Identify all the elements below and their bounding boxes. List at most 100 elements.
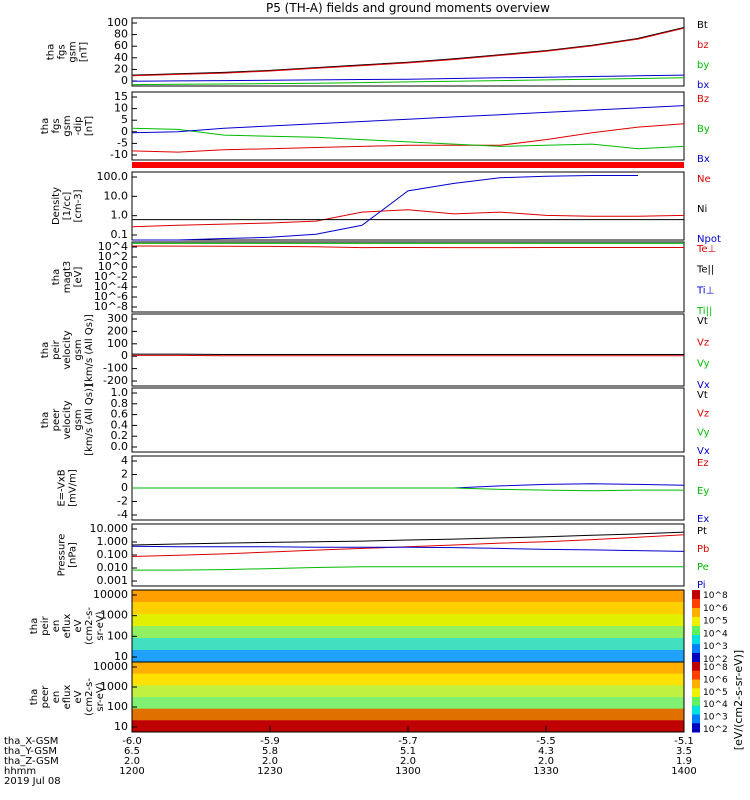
x-tick-label: -5.1 <box>674 736 694 747</box>
y-tick-label: 0 <box>121 74 128 87</box>
y-axis-label: Pressure <box>57 534 68 577</box>
colorbar-segment <box>692 705 700 715</box>
y-tick-label: 0.100 <box>97 548 129 561</box>
y-tick-label: 0 <box>121 349 128 362</box>
colorbar-tick-label: 10^3 <box>703 713 728 723</box>
y-axis-label: [nT] <box>84 116 95 136</box>
y-axis-label: gsm <box>68 41 79 62</box>
x-tick-label: -5.5 <box>536 736 556 747</box>
y-axis-label: tha <box>29 618 40 634</box>
y-tick-label: 0.001 <box>97 574 129 587</box>
y-axis-label: magt3 <box>62 261 73 294</box>
y-axis-label: en <box>51 620 62 633</box>
colorbar-segment <box>692 688 700 698</box>
y-tick-label: 10.000 <box>90 522 129 535</box>
colorbar-tick-label: 10^5 <box>703 617 728 627</box>
spectrogram-band <box>132 685 684 698</box>
legend-peir_vel-0: Vt <box>697 316 708 327</box>
colorbar-segment <box>692 626 700 636</box>
y-tick-label: 0.4 <box>111 418 129 431</box>
legend-peer_vel-0: Vt <box>697 390 708 401</box>
panel-frame <box>131 387 685 453</box>
legend-peer_vel-2: Vy <box>697 427 710 438</box>
y-tick-label: 0.010 <box>97 561 129 574</box>
x-tick-label: 5.8 <box>262 746 278 757</box>
legend-fgs_dsl-1: By <box>697 124 710 135</box>
colorbar-segment <box>692 697 700 707</box>
y-tick-label: 10^-8 <box>94 300 128 313</box>
colorbar-segment <box>692 670 700 680</box>
y-tick-label: 4 <box>121 454 128 467</box>
x-tick-label: 2.0 <box>400 756 416 767</box>
y-tick-label: 10^2 <box>98 250 128 263</box>
panel-density: 100.0 10.0 1.0 0.1 Density [1/cc] [cm-3] Ne Ni Np… <box>51 170 721 245</box>
y-tick-label: 100 <box>107 16 128 29</box>
series-temp-Te⊥ <box>131 245 684 249</box>
panel-frame <box>131 313 685 387</box>
y-axis-label: E=-VxB <box>57 469 68 506</box>
y-tick-label: 10 <box>114 650 128 663</box>
spectrogram-band <box>132 650 684 663</box>
y-tick-label: 2 <box>121 468 128 481</box>
y-axis-label: sr-eV) <box>95 611 106 640</box>
y-tick-label: -200 <box>103 374 128 387</box>
series-efield-Ex <box>132 483 685 489</box>
y-axis-label: peir <box>40 615 51 635</box>
y-tick-label: -2 <box>117 495 128 508</box>
x-tick-label: -5.9 <box>260 736 280 747</box>
y-tick-label: 0.0 <box>111 440 129 453</box>
y-axis-label: en <box>51 691 62 704</box>
y-axis-label: [cm-3] <box>73 189 84 222</box>
y-tick-label: 0.8 <box>111 397 129 410</box>
y-axis-label: velocity <box>62 330 73 369</box>
y-axis-label: fgs <box>57 44 68 59</box>
figure-title: P5 (TH-A) fields and ground moments over… <box>266 1 550 15</box>
y-axis-label: [nPa] <box>68 542 79 568</box>
colorbar-segment <box>692 714 700 724</box>
y-tick-label: -10 <box>110 148 128 161</box>
y-tick-label: 10 <box>114 102 128 115</box>
colorbar-segment <box>692 644 700 654</box>
colorbar-segment <box>692 617 700 627</box>
x-tick-label: 1230 <box>257 766 282 777</box>
y-tick-label: 1.0 <box>111 386 129 399</box>
y-tick-label: 300 <box>107 312 128 325</box>
date-label: 2019 Jul 08 <box>4 776 61 787</box>
legend-temp-0: Te⊥ <box>696 244 716 255</box>
colorbar-segment <box>692 635 700 645</box>
y-tick-label: 0 <box>121 481 128 494</box>
x-tick-label: 5.1 <box>400 746 416 757</box>
series-fgs-by <box>131 77 685 86</box>
legend-temp-2: Ti⊥ <box>696 285 714 296</box>
panel-frame <box>131 91 685 161</box>
y-axis-label: -dip <box>73 116 84 135</box>
y-axis-label: [mV/m] <box>68 469 79 507</box>
y-axis-label: [km/s (All Qs)] <box>84 314 95 386</box>
legend-fgs_dsl-2: Bx <box>697 154 710 165</box>
spectrogram-band <box>132 602 684 615</box>
legend-peir_vel-2: Vy <box>697 359 710 370</box>
y-tick-label: 0.2 <box>111 429 129 442</box>
panel-peir_flux: 10^8 10^6 10^5 10^4 10^3 10^2 10000 1000 100 10 th… <box>29 588 728 665</box>
panel-frame <box>131 241 685 313</box>
panel-frame <box>131 523 685 587</box>
colorbar-tick-label: 10^8 <box>703 663 728 673</box>
colorbar-tick-label: 10^2 <box>703 655 728 665</box>
y-tick-label: 0.1 <box>111 228 129 241</box>
series-density-Ne <box>131 209 685 228</box>
y-tick-label: 100.0 <box>97 170 129 183</box>
colorbar-segment <box>692 662 700 672</box>
y-axis-label: (cm2-s- <box>84 607 95 645</box>
flag-bar <box>132 162 684 168</box>
x-tick-label: 2.0 <box>262 756 278 767</box>
series-fgs_dsl-By <box>131 127 685 150</box>
series-pressure-Pb <box>131 534 685 557</box>
y-tick-label: 10^4 <box>98 240 128 253</box>
series-fgs-bx <box>131 74 685 82</box>
y-tick-label: 10 <box>114 720 128 733</box>
y-axis-label: [nT] <box>79 42 90 62</box>
panel-frame <box>131 17 685 87</box>
y-tick-label: 10^0 <box>98 260 128 273</box>
spectrogram-band <box>132 638 684 651</box>
legend-fgs_dsl-0: Bz <box>697 94 709 105</box>
